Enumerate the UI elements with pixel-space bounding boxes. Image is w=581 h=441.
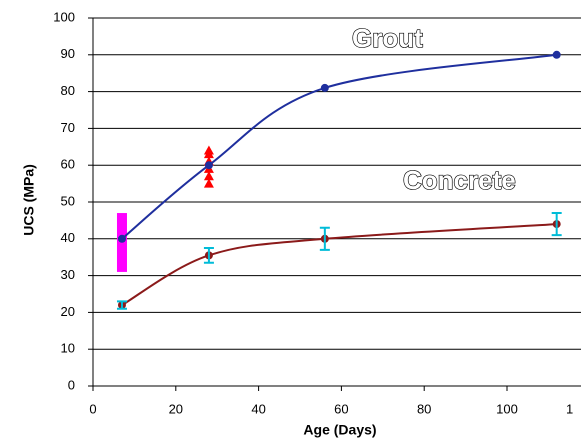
error-bar	[551, 212, 562, 237]
y-tick-label: 80	[61, 83, 75, 98]
x-tick-label: 60	[334, 401, 348, 416]
error-bar	[203, 247, 214, 264]
point	[204, 161, 213, 170]
series-line	[121, 53, 557, 240]
y-tick-label: 60	[61, 157, 75, 172]
sample-point	[203, 178, 214, 188]
error-bar	[319, 226, 330, 251]
x-tick-label: 0	[89, 401, 96, 416]
point	[320, 83, 329, 92]
y-tick-label: 100	[53, 9, 75, 24]
point	[117, 234, 126, 243]
point	[552, 50, 561, 59]
y-tick-label: 10	[61, 341, 75, 356]
y-tick-label: 0	[68, 377, 75, 392]
x-tick-label: 80	[417, 401, 431, 416]
series-label: Grout	[352, 23, 423, 53]
x-tick-label: 40	[251, 401, 265, 416]
y-tick-label: 90	[61, 46, 75, 61]
y-tick-label: 50	[61, 193, 75, 208]
sample-point	[203, 171, 214, 181]
y-tick-label: 20	[61, 304, 75, 319]
error-bar	[116, 300, 127, 310]
y-tick-label: 40	[61, 230, 75, 245]
series-label: Concrete	[403, 165, 516, 195]
y-axis-title: UCS (MPa)	[21, 164, 37, 236]
x-tick-label: 1	[566, 401, 573, 416]
x-tick-label: 100	[496, 401, 518, 416]
x-tick-label: 20	[169, 401, 183, 416]
y-tick-label: 30	[61, 267, 75, 282]
x-axis-title: Age (Days)	[303, 422, 376, 438]
series-line	[121, 223, 557, 306]
sample-point	[203, 145, 214, 155]
y-tick-label: 70	[61, 120, 75, 135]
